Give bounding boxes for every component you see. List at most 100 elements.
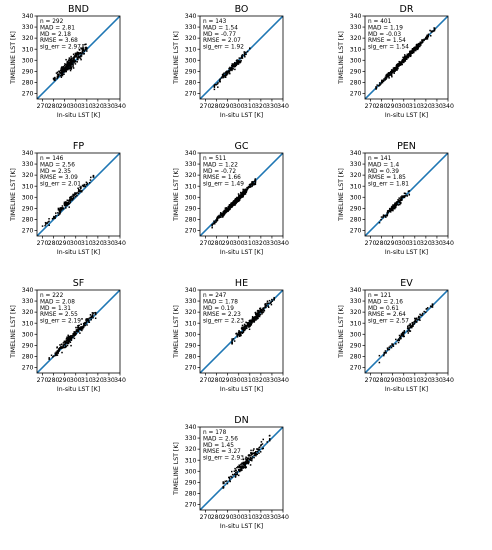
data-point xyxy=(256,316,258,318)
data-point xyxy=(243,323,246,326)
data-point xyxy=(215,219,217,222)
data-point xyxy=(239,469,242,472)
data-point xyxy=(236,198,238,200)
data-point xyxy=(394,70,397,72)
data-point xyxy=(72,336,74,339)
stat-line: MD = 1.45 xyxy=(203,443,234,449)
data-point xyxy=(396,67,399,69)
data-point xyxy=(396,69,398,71)
data-point xyxy=(411,48,414,50)
data-point xyxy=(77,187,79,190)
data-point xyxy=(254,179,257,182)
data-point xyxy=(237,466,240,468)
x-tick-label: 310 xyxy=(81,377,93,384)
data-point xyxy=(395,66,398,69)
data-point xyxy=(233,201,236,204)
x-tick-label: 270 xyxy=(200,240,212,247)
data-point xyxy=(73,193,76,196)
data-point xyxy=(80,326,83,328)
x-tick-label: 330 xyxy=(103,377,115,384)
data-point xyxy=(386,74,388,77)
data-point xyxy=(231,202,234,205)
data-point xyxy=(246,325,248,328)
data-point xyxy=(236,473,238,476)
stat-line: RMSE = 2.07 xyxy=(203,38,241,44)
data-point xyxy=(384,79,386,81)
data-point xyxy=(62,66,65,68)
stat-line: MD = 2.18 xyxy=(40,32,71,38)
data-point xyxy=(394,202,396,204)
data-point xyxy=(407,325,409,327)
data-point xyxy=(248,458,251,461)
one-to-one-line xyxy=(37,153,120,236)
data-point xyxy=(409,326,412,328)
data-point xyxy=(231,341,233,343)
data-point xyxy=(70,337,72,339)
y-axis-label: TIMELINE LST [K] xyxy=(10,168,17,222)
data-point xyxy=(415,44,418,46)
data-point xyxy=(416,48,419,51)
data-point xyxy=(234,68,236,71)
data-point xyxy=(230,475,232,478)
x-tick-label: 300 xyxy=(398,240,410,247)
data-point xyxy=(80,186,82,188)
x-axis-label: In-situ LST [K] xyxy=(385,112,428,119)
y-axis-label: TIMELINE LST [K] xyxy=(338,31,345,85)
x-tick-label: 290 xyxy=(222,514,234,521)
data-point xyxy=(222,482,224,485)
data-point xyxy=(397,338,400,340)
x-tick-label: 330 xyxy=(431,377,443,384)
stat-line: MAD = 1.4 xyxy=(368,162,400,168)
data-point xyxy=(245,190,248,192)
data-point xyxy=(251,315,254,318)
data-points xyxy=(41,174,95,227)
data-point xyxy=(420,314,422,316)
data-point xyxy=(421,314,424,316)
y-tick-label: 340 xyxy=(185,424,197,431)
data-point xyxy=(59,208,62,211)
data-point xyxy=(412,324,414,326)
data-point xyxy=(251,318,253,321)
data-point xyxy=(243,329,246,332)
data-point xyxy=(242,458,245,461)
data-point xyxy=(235,199,238,202)
data-point xyxy=(81,48,83,51)
data-point xyxy=(75,55,78,57)
data-point xyxy=(63,203,66,205)
data-points xyxy=(52,43,88,82)
data-point xyxy=(426,37,429,39)
y-tick-label: 290 xyxy=(185,479,197,486)
data-point xyxy=(253,184,255,186)
data-point xyxy=(388,210,391,212)
data-point xyxy=(245,461,247,464)
data-point xyxy=(80,329,83,331)
plot-frame xyxy=(36,15,121,100)
data-point xyxy=(60,72,63,75)
data-point xyxy=(236,336,239,338)
data-point xyxy=(395,343,397,345)
data-point xyxy=(238,195,240,198)
data-point xyxy=(398,203,401,206)
data-point xyxy=(67,338,70,341)
data-point xyxy=(271,300,274,302)
data-point xyxy=(223,74,226,77)
data-point xyxy=(252,316,254,319)
data-point xyxy=(84,43,86,46)
data-point xyxy=(390,69,393,71)
data-point xyxy=(213,88,216,91)
data-point xyxy=(56,354,59,356)
data-point xyxy=(394,207,396,210)
data-point xyxy=(89,314,92,316)
stat-line: sig_err = 2.57 xyxy=(368,319,409,325)
data-point xyxy=(259,309,262,311)
data-point xyxy=(69,69,72,72)
data-point xyxy=(233,473,236,475)
y-tick-label: 280 xyxy=(22,80,34,87)
data-point xyxy=(76,57,79,59)
x-tick-label: 330 xyxy=(266,103,278,110)
data-point xyxy=(240,463,242,466)
data-point xyxy=(236,471,238,473)
data-point xyxy=(67,65,69,67)
data-point xyxy=(85,48,87,50)
